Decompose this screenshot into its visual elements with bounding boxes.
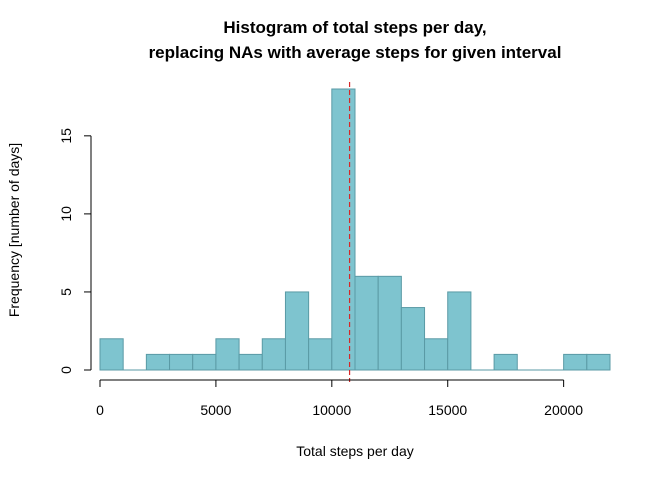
chart-title-line-2: replacing NAs with average steps for giv… <box>149 43 562 62</box>
x-tick-label: 15000 <box>428 402 467 418</box>
chart-title-line-1: Histogram of total steps per day, <box>223 18 486 37</box>
histogram-bar <box>192 353 217 371</box>
histogram-bar <box>400 307 426 371</box>
histogram-bar <box>308 338 333 371</box>
y-tick-label: 0 <box>58 366 74 374</box>
x-tick-label: 0 <box>96 402 104 418</box>
histogram-bar <box>238 353 263 371</box>
histogram-bar <box>169 353 194 371</box>
histogram-bar <box>215 338 240 371</box>
histogram-bar <box>331 88 356 371</box>
histogram-bar <box>284 291 310 371</box>
x-tick-label: 5000 <box>200 402 231 418</box>
y-tick-label: 10 <box>58 206 74 222</box>
x-axis: 0 5000 10000 15000 20000 <box>96 379 583 418</box>
histogram-bar <box>354 275 379 371</box>
y-tick-label: 5 <box>58 288 74 296</box>
histogram-bar <box>586 353 611 371</box>
histogram-bar <box>447 291 472 371</box>
histogram-bar <box>145 353 171 371</box>
y-axis: 0 5 10 15 <box>58 128 92 374</box>
histogram-bar <box>377 275 402 371</box>
y-tick-label: 15 <box>58 128 74 144</box>
histogram-bar <box>493 353 518 371</box>
x-axis-label: Total steps per day <box>296 443 414 459</box>
histogram-bar <box>99 338 124 371</box>
x-tick-label: 20000 <box>544 402 583 418</box>
histogram-bar <box>424 338 449 371</box>
histogram-bar <box>261 338 286 371</box>
histogram-bars <box>99 88 611 371</box>
x-tick-label: 10000 <box>312 402 351 418</box>
histogram-bar <box>563 353 588 371</box>
y-axis-label: Frequency [number of days] <box>6 143 22 317</box>
